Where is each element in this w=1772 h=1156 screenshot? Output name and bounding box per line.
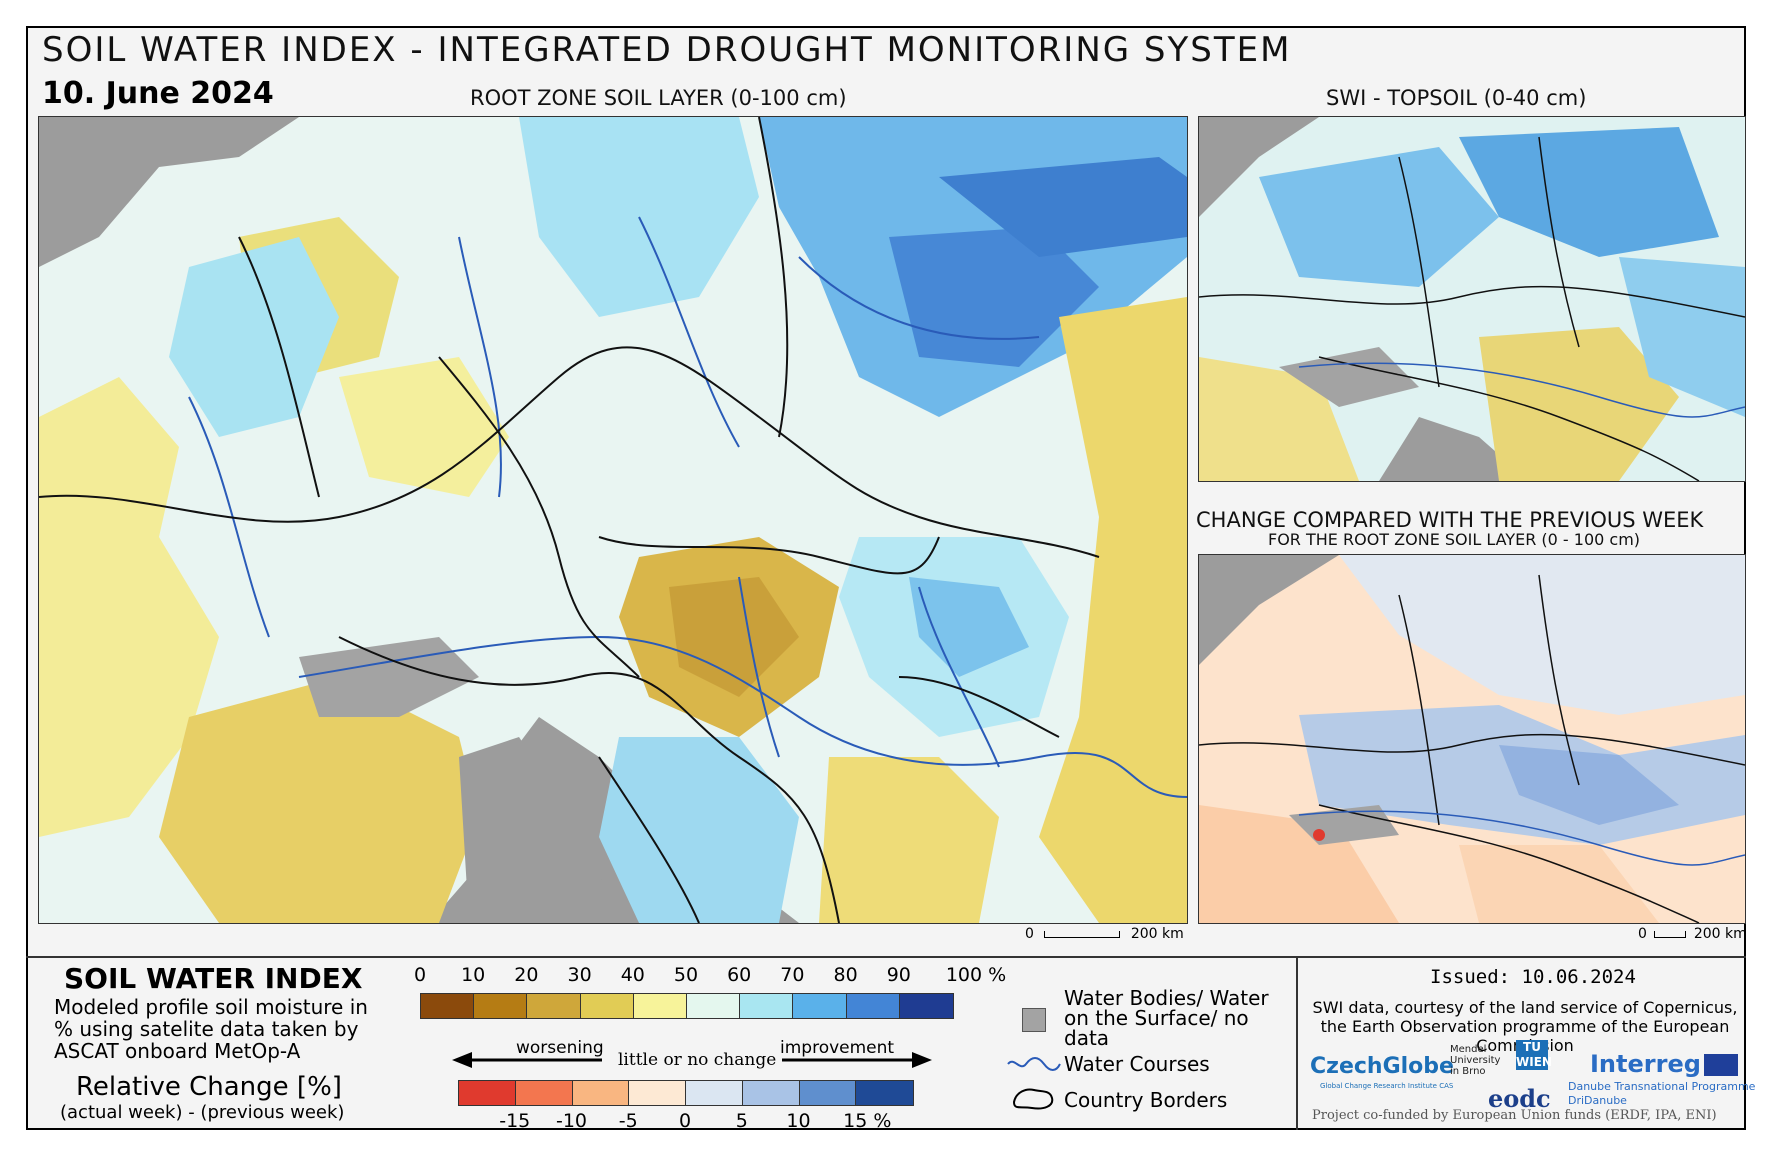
swi-tick-label: 30 xyxy=(567,964,592,986)
relative-change-heading: Relative Change [%] xyxy=(76,1072,342,1102)
relative-change-color-swatch xyxy=(515,1081,573,1105)
relative-change-tick-label: -15 xyxy=(499,1110,531,1132)
change-map-graphic xyxy=(1199,555,1745,923)
swi-tick-label: 60 xyxy=(727,964,752,986)
water-courses-label: Water Courses xyxy=(1064,1052,1210,1076)
swi-tick-label: 40 xyxy=(620,964,645,986)
swi-legend-heading: SOIL WATER INDEX xyxy=(64,962,363,995)
page-title: SOIL WATER INDEX - INTEGRATED DROUGHT MO… xyxy=(42,30,1292,70)
relative-change-tick-label: 5 xyxy=(735,1110,748,1132)
relative-change-tick-label: 0 xyxy=(678,1110,692,1132)
main-scale-start: 0 xyxy=(1025,926,1034,942)
swi-tick-label: 50 xyxy=(673,964,699,986)
topsoil-map[interactable] xyxy=(1198,116,1746,482)
country-borders-icon xyxy=(1012,1088,1054,1110)
topsoil-map-graphic xyxy=(1199,117,1745,481)
footer-divider xyxy=(1296,956,1298,1130)
issued-date: Issued: 10.06.2024 xyxy=(1430,966,1636,988)
change-map-subtitle: FOR THE ROOT ZONE SOIL LAYER (0 - 100 cm… xyxy=(1268,530,1641,549)
change-map-title: CHANGE COMPARED WITH THE PREVIOUS WEEK xyxy=(1196,508,1704,532)
swi-color-swatch xyxy=(421,994,475,1018)
main-scale-end: 200 km xyxy=(1130,926,1184,942)
change-scale-start: 0 xyxy=(1638,926,1647,942)
relative-change-color-bar xyxy=(458,1080,914,1106)
topsoil-map-title: SWI - TOPSOIL (0-40 cm) xyxy=(1326,86,1587,110)
swi-tick-label: 0 xyxy=(413,964,427,986)
swi-tick-label: 20 xyxy=(514,964,539,986)
main-scale-line xyxy=(1044,930,1121,938)
relative-change-color-swatch xyxy=(572,1081,630,1105)
relative-change-subtitle: (actual week) - (previous week) xyxy=(60,1102,345,1123)
worsening-label: worsening xyxy=(516,1038,604,1058)
relative-change-tick-label: 15 % xyxy=(843,1110,892,1132)
legend-divider xyxy=(26,956,1746,958)
interreg-logo: Interreg xyxy=(1590,1050,1701,1078)
swi-tick-label: 70 xyxy=(780,964,805,986)
relative-change-color-swatch xyxy=(742,1081,800,1105)
eu-flag-icon xyxy=(1704,1054,1738,1076)
main-map-title: ROOT ZONE SOIL LAYER (0-100 cm) xyxy=(470,86,847,110)
improvement-arrowhead-icon xyxy=(912,1052,932,1068)
water-bodies-label: Water Bodies/ Water on the Surface/ no d… xyxy=(1064,986,1269,1050)
swi-color-swatch xyxy=(474,994,528,1018)
water-bodies-swatch xyxy=(1022,1008,1046,1032)
swi-color-swatch xyxy=(793,994,847,1018)
swi-color-swatch xyxy=(633,994,687,1018)
swi-color-swatch xyxy=(580,994,634,1018)
swi-tick-label: 10 xyxy=(461,964,486,986)
no-change-label: little or no change xyxy=(618,1050,777,1070)
relative-change-color-swatch xyxy=(686,1081,743,1105)
relative-change-color-swatch xyxy=(459,1081,516,1105)
dridanube-label: DriDanube xyxy=(1568,1094,1627,1107)
main-map-graphic xyxy=(39,117,1187,923)
interreg-subtitle: Danube Transnational Programme xyxy=(1568,1080,1756,1093)
issue-date: 10. June 2024 xyxy=(42,76,274,111)
eodc-logo: eodc xyxy=(1488,1084,1551,1113)
relative-change-color-swatch xyxy=(629,1081,686,1105)
main-scale-bar: 0 200 km xyxy=(1025,926,1184,942)
swi-color-swatch xyxy=(846,994,900,1018)
swi-tick-label: 90 xyxy=(886,964,911,986)
funding-note: Project co-funded by European Union fund… xyxy=(1312,1108,1717,1123)
main-soil-moisture-map[interactable] xyxy=(38,116,1188,924)
improvement-label: improvement xyxy=(780,1038,895,1058)
swi-tick-label: 100 % xyxy=(945,964,1007,986)
swi-color-swatch xyxy=(740,994,794,1018)
change-scale-bar: 0 200 km xyxy=(1638,926,1747,942)
mendel-logo: Mendel University in Brno xyxy=(1450,1044,1501,1077)
relative-change-color-swatch xyxy=(799,1081,857,1105)
change-direction-arrows xyxy=(452,1052,932,1068)
swi-color-bar xyxy=(420,993,954,1019)
data-credit: SWI data, courtesy of the land service o… xyxy=(1312,998,1738,1055)
worsening-arrowhead-icon xyxy=(452,1052,472,1068)
change-scale-end: 200 km xyxy=(1693,926,1747,942)
swi-color-swatch xyxy=(686,994,741,1018)
swi-color-swatch xyxy=(899,994,953,1018)
czechglobe-subtitle: Global Change Research Institute CAS xyxy=(1320,1082,1454,1090)
swi-tick-label: 80 xyxy=(833,964,858,986)
change-map[interactable] xyxy=(1198,554,1746,924)
relative-change-tick-label: -5 xyxy=(618,1110,638,1132)
change-scale-line xyxy=(1654,930,1687,938)
swi-color-swatch xyxy=(527,994,581,1018)
relative-change-tick-label: 10 xyxy=(786,1110,811,1132)
tu-wien-logo: TU WIEN xyxy=(1516,1040,1552,1070)
czechglobe-logo: CzechGlobe xyxy=(1310,1054,1454,1079)
swi-legend-description: Modeled profile soil moisture in % using… xyxy=(54,995,368,1063)
relative-change-color-swatch xyxy=(856,1081,913,1105)
country-borders-label: Country Borders xyxy=(1064,1088,1228,1112)
water-courses-icon xyxy=(1007,1057,1061,1071)
relative-change-tick-label: -10 xyxy=(555,1110,588,1132)
